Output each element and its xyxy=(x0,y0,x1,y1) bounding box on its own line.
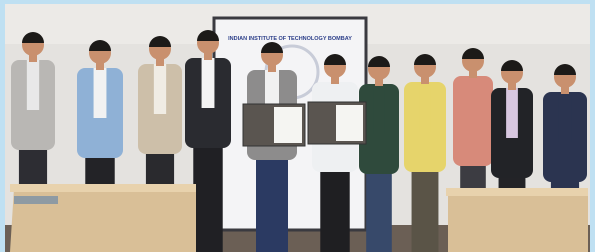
screen-text: INDIAN INSTITUTE OF TECHNOLOGY BOMBAY xyxy=(228,36,352,42)
shirt xyxy=(506,88,518,138)
page: INDIAN INSTITUTE OF TECHNOLOGY BOMBAY ((… xyxy=(0,0,595,252)
shirt xyxy=(373,84,384,134)
laptop xyxy=(14,196,58,204)
certificate xyxy=(274,107,302,143)
certificate xyxy=(336,105,363,141)
shirt xyxy=(467,76,478,126)
table-right-top xyxy=(446,188,588,196)
shirt xyxy=(559,92,571,142)
shirt xyxy=(154,64,166,114)
table-left-top xyxy=(10,184,196,192)
legs xyxy=(193,132,222,252)
legs xyxy=(256,144,288,252)
shirt xyxy=(94,68,107,118)
shirt xyxy=(202,58,215,108)
shirt xyxy=(27,60,39,110)
photo: INDIAN INSTITUTE OF TECHNOLOGY BOMBAY xyxy=(0,0,595,252)
shirt xyxy=(419,82,431,132)
table-right xyxy=(448,190,588,252)
certificates xyxy=(243,102,366,146)
table-left xyxy=(10,184,196,252)
